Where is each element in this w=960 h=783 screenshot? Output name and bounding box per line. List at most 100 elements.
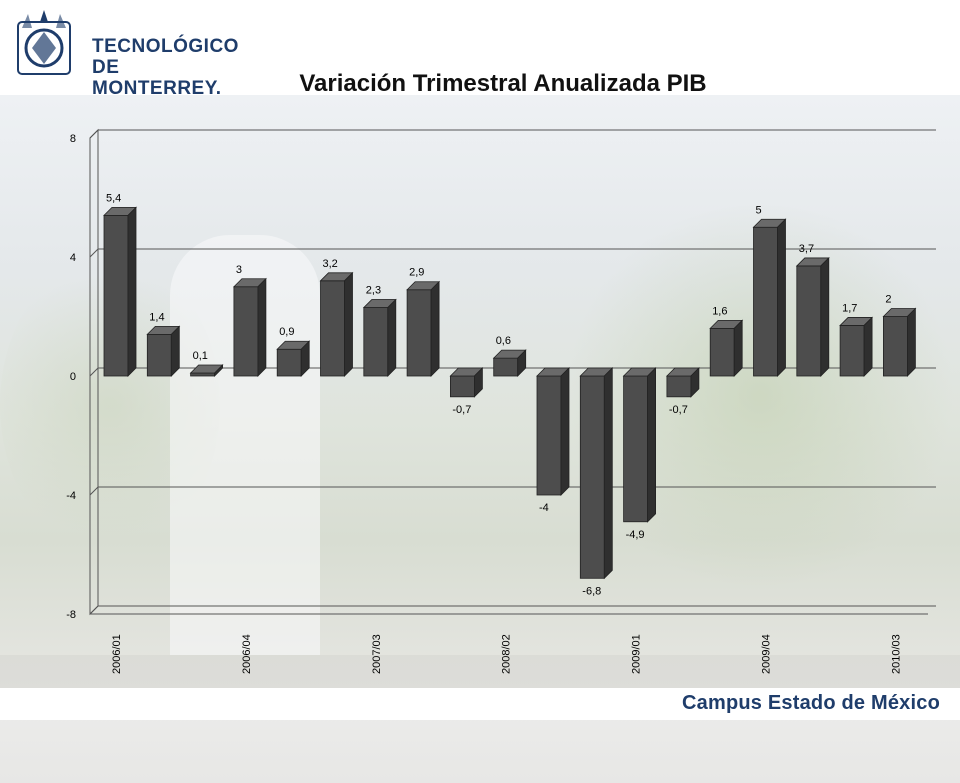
data-label: 5,4 — [106, 192, 121, 204]
y-tick-label: 8 — [70, 133, 76, 145]
data-label: 0,1 — [193, 350, 208, 362]
bar-side — [907, 307, 916, 377]
data-label: 3,2 — [323, 258, 338, 270]
bar — [276, 340, 311, 377]
bar-side — [257, 277, 267, 377]
bar — [536, 367, 570, 496]
x-tick-label: 2006/01 — [111, 634, 123, 674]
data-label: 2,3 — [366, 285, 381, 297]
gridline — [89, 486, 936, 496]
bar-side — [777, 218, 786, 377]
bar — [839, 316, 874, 377]
bar — [362, 298, 397, 377]
bar — [449, 367, 484, 398]
bar-side — [344, 271, 353, 377]
campus-name: Campus Estado de México — [682, 692, 940, 714]
bar-front — [709, 327, 735, 377]
data-label: 3,7 — [799, 243, 814, 255]
data-label: 1,4 — [149, 311, 164, 323]
bar-side — [214, 364, 223, 377]
bar-front — [579, 375, 605, 579]
bar-front — [883, 316, 908, 377]
bar-side — [560, 367, 570, 496]
bar — [146, 325, 181, 377]
x-tick-label: 2006/04 — [241, 634, 253, 674]
data-label: 0,6 — [496, 335, 511, 347]
x-tick-label: 2009/01 — [631, 634, 643, 674]
bar-side — [517, 349, 527, 377]
x-tick-label: 2007/03 — [371, 634, 383, 674]
y-tick-label: 4 — [70, 252, 76, 264]
bar-front — [146, 333, 172, 377]
bar-side — [387, 298, 397, 377]
bar-front — [666, 375, 692, 398]
bar-side — [690, 367, 700, 398]
bar-front — [796, 265, 822, 377]
gridline — [89, 129, 936, 139]
bar — [232, 277, 267, 377]
bar — [579, 367, 614, 580]
data-label: -0,7 — [452, 404, 471, 416]
bar-side — [127, 206, 137, 377]
bar — [103, 206, 137, 377]
bar-side — [733, 319, 743, 377]
bar-front — [536, 375, 562, 496]
data-label: -6,8 — [582, 585, 601, 597]
y-tick-label: -8 — [66, 609, 76, 621]
bar-front — [753, 226, 778, 377]
bar-side — [430, 280, 440, 377]
bar-side — [603, 367, 613, 580]
bar-front — [406, 289, 432, 377]
gridline — [89, 248, 936, 258]
bar-front — [320, 280, 345, 377]
data-label: 3 — [236, 264, 242, 276]
bar-front — [233, 286, 259, 377]
y-tick-label: 0 — [70, 371, 76, 383]
bar-side — [474, 367, 483, 398]
bar-front — [449, 375, 475, 398]
gridline — [89, 605, 936, 615]
data-label: 1,6 — [712, 305, 727, 317]
bar-side — [820, 256, 830, 377]
bar-side — [863, 316, 873, 377]
bar — [709, 319, 744, 377]
bar-side — [170, 325, 180, 377]
bar-front — [276, 348, 302, 377]
bar-front — [839, 325, 865, 377]
bar-side — [300, 340, 310, 377]
header: TECNOLÓGICO DE MONTERREY. — [0, 0, 960, 99]
bar — [882, 307, 917, 377]
y-tick-label: -4 — [66, 490, 76, 502]
bar-chart: 8 4 0 -4 -8 5,4 1,4 0,1 3 0,9 3,2 2,3 2,9 -0,7 0,6 -4 -… — [66, 128, 936, 674]
x-tick-label: 2008/02 — [501, 634, 513, 674]
data-label: 0,9 — [279, 326, 294, 338]
data-label: 2,9 — [409, 267, 424, 279]
chart-title: Variación Trimestral Anualizada PIB — [299, 70, 707, 97]
bar-front — [493, 357, 519, 377]
bar — [665, 367, 700, 398]
bar-side — [647, 367, 656, 523]
x-tick-label: 2010/03 — [890, 634, 902, 674]
data-label: 1,7 — [842, 302, 857, 314]
chart-labels: 5,4 1,4 0,1 3 0,9 3,2 2,3 2,9 -0,7 0,6 -4 -6,8 -4,9 -… — [106, 192, 902, 674]
bar — [492, 349, 527, 377]
data-label: -4 — [539, 502, 549, 514]
x-tick-label: 2009/04 — [761, 634, 773, 674]
bar — [319, 271, 354, 377]
footer: Campus Estado de México — [0, 688, 960, 720]
data-label: 2 — [885, 294, 891, 306]
bar-front — [103, 214, 129, 377]
bar-front — [623, 375, 648, 523]
chart-bars — [103, 206, 917, 580]
institution-logo: TECNOLÓGICO DE MONTERREY. — [14, 8, 238, 99]
bar — [189, 364, 224, 377]
gridline — [89, 367, 936, 377]
data-label: -4,9 — [626, 529, 645, 541]
bar — [406, 280, 441, 377]
data-label: -0,7 — [669, 404, 688, 416]
data-label: 5 — [756, 204, 762, 216]
chart-grid: 8 4 0 -4 -8 — [66, 128, 936, 621]
seal-icon — [17, 10, 71, 75]
bar — [752, 218, 787, 377]
bar-front — [363, 307, 389, 377]
